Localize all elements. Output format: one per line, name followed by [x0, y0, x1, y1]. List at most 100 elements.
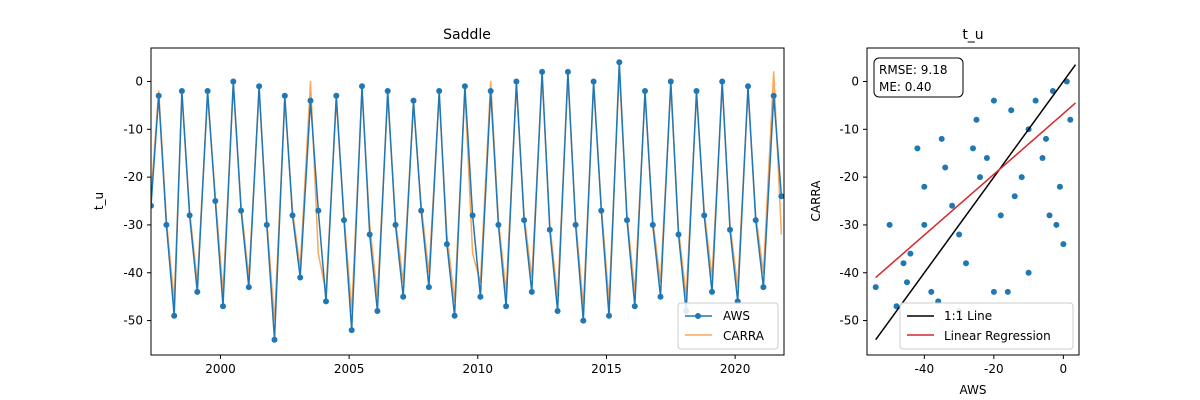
x-tick-label: 2010 — [463, 362, 494, 376]
aws-point — [289, 212, 296, 219]
aws-point — [366, 231, 373, 238]
x-tick-label: 2005 — [334, 362, 365, 376]
x-tick-label: 2020 — [720, 362, 751, 376]
scatter-lines-layer — [875, 64, 1077, 341]
scatter-point — [1025, 269, 1032, 276]
timeseries-legend: AWS CARRA — [677, 302, 779, 350]
aws-point — [194, 288, 201, 295]
scatter-point — [949, 202, 956, 209]
y-tick-label: -40 — [123, 266, 143, 280]
aws-point — [171, 312, 178, 319]
aws-point — [539, 68, 546, 75]
timeseries-title: Saddle — [443, 27, 491, 43]
aws-point — [392, 221, 399, 228]
y-tick-label: -20 — [123, 170, 143, 184]
scatter-point — [970, 145, 976, 152]
aws-point — [425, 284, 432, 291]
x-tick-label: -40 — [915, 362, 935, 376]
legend-regression-label: Linear Regression — [944, 329, 1051, 343]
rmse-text: RMSE: 9.18 — [879, 63, 947, 77]
y-tick-label: -20 — [839, 170, 859, 184]
regression-line — [875, 102, 1077, 279]
aws-point — [701, 212, 708, 219]
scatter-point — [872, 284, 879, 291]
scatter-point — [973, 116, 980, 123]
aws-point — [727, 226, 733, 233]
aws-point — [163, 221, 170, 228]
y-tick-label: -30 — [123, 218, 143, 232]
aws-point — [451, 312, 458, 319]
aws-point — [333, 92, 340, 99]
x-tick-label: 2015 — [591, 362, 622, 376]
aws-point — [487, 88, 494, 94]
aws-point — [178, 88, 185, 94]
timeseries-axes-frame — [150, 47, 785, 356]
scatter-point — [928, 288, 935, 295]
y-tick-label: 0 — [135, 74, 143, 88]
aws-point — [245, 284, 252, 291]
scatter-point — [990, 288, 997, 295]
aws-point — [528, 288, 535, 295]
aws-point — [469, 212, 476, 219]
aws-point — [297, 274, 304, 281]
scatter-y-axis: 0 -10 -20 -30 -40 -50 — [839, 74, 867, 328]
aws-point — [598, 207, 605, 214]
x-tick-label: 2000 — [205, 362, 236, 376]
y-tick-label: 0 — [851, 74, 859, 88]
scatter-point — [977, 174, 983, 181]
aws-point — [606, 312, 612, 319]
aws-point — [719, 78, 726, 85]
aws-point — [554, 308, 561, 314]
aws-point — [649, 221, 656, 228]
scatter-point — [1053, 221, 1060, 228]
timeseries-legend-box — [677, 302, 779, 350]
scatter-point — [1056, 183, 1063, 190]
scatter-point — [921, 183, 928, 190]
legend-aws-label: AWS — [723, 309, 750, 323]
scatter-point — [1060, 241, 1067, 248]
aws-point — [675, 231, 682, 238]
scatter-x-axis: -40 -20 0 — [915, 355, 1068, 376]
timeseries-chart: Saddle 2000 2005 2010 2015 2020 0 -10 -20 -30 -4… — [92, 27, 785, 376]
aws-point — [418, 207, 425, 214]
aws-point — [436, 88, 443, 94]
aws-point — [631, 303, 638, 310]
aws-point — [513, 78, 520, 85]
aws-point — [443, 241, 450, 248]
scatter-legend: 1:1 Line Linear Regression — [899, 302, 1074, 350]
scatter-x-axis-label: AWS — [959, 383, 986, 397]
y-tick-label: -10 — [123, 122, 143, 136]
aws-point — [642, 88, 648, 94]
aws-point — [256, 83, 263, 90]
legend-one-to-one-label: 1:1 Line — [944, 309, 992, 323]
aws-point — [212, 198, 219, 204]
y-tick-label: -50 — [123, 314, 143, 328]
aws-point — [572, 221, 579, 228]
me-text: ME: 0.40 — [879, 80, 932, 94]
aws-point — [384, 88, 391, 94]
scatter-point — [956, 231, 963, 238]
scatter-point — [1067, 116, 1074, 123]
scatter-point — [1046, 212, 1053, 219]
aws-point — [624, 217, 630, 224]
scatter-point — [997, 212, 1004, 219]
aws-point — [220, 303, 226, 310]
aws-point — [495, 221, 502, 228]
aws-point — [323, 298, 329, 305]
scatter-point — [1004, 288, 1011, 295]
x-tick-label: 0 — [1060, 362, 1068, 376]
aws-point — [186, 212, 193, 219]
aws-point — [693, 88, 700, 94]
scatter-point — [921, 221, 928, 228]
scatter-point — [1011, 193, 1018, 200]
scatter-point — [886, 221, 893, 228]
aws-point — [657, 293, 664, 300]
timeseries-y-axis: 0 -10 -20 -30 -40 -50 — [123, 74, 151, 328]
legend-carra-label: CARRA — [723, 329, 765, 343]
scatter-point — [1039, 155, 1046, 161]
stats-annotation-box — [873, 57, 964, 98]
aws-point — [359, 83, 365, 90]
aws-point — [503, 303, 510, 310]
scatter-point — [1018, 174, 1025, 181]
aws-point — [580, 317, 587, 324]
